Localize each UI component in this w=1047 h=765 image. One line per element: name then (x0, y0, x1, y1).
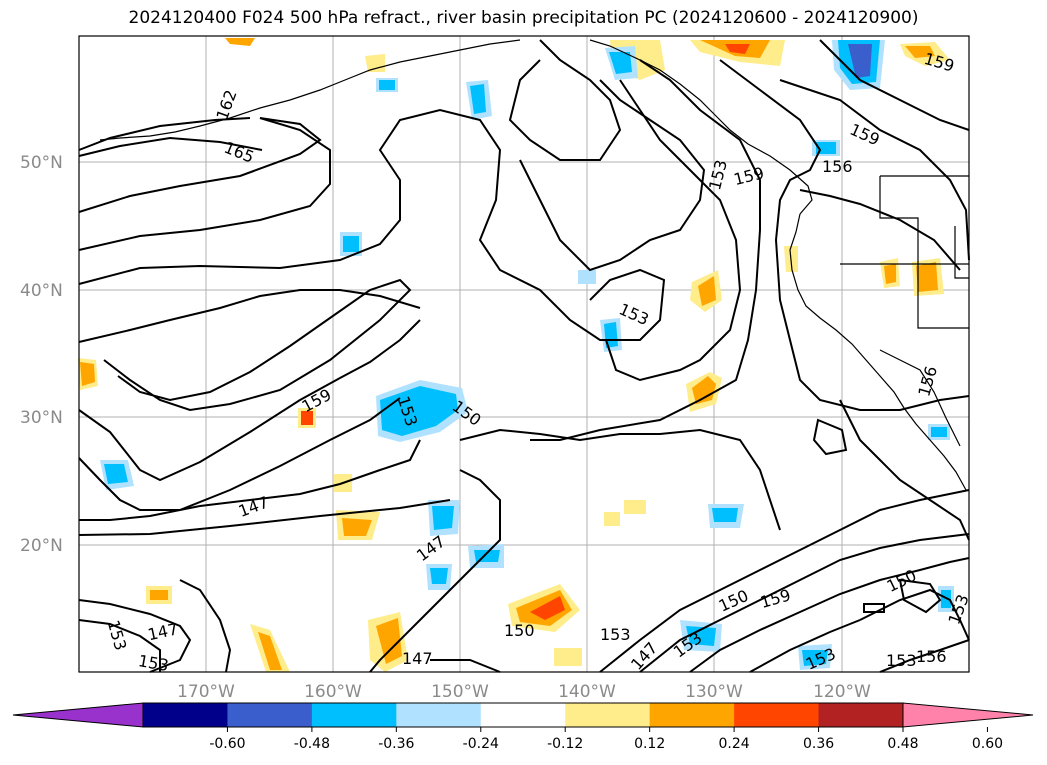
colorbar-tick-label: 0.12 (634, 736, 665, 752)
colorbar-tick-label: 0.48 (887, 736, 918, 752)
colorbar-extend-high (902, 702, 1034, 728)
lon-label: 140°W (558, 682, 616, 702)
map-frame (78, 35, 970, 673)
coastlines (99, 39, 969, 491)
colorbar-tick-label: -0.24 (463, 736, 499, 752)
precip-shading (78, 38, 954, 672)
latitude-labels: 50°N 40°N 30°N 20°N (20, 153, 63, 556)
contour-label: 147 (402, 649, 433, 668)
lon-label: 120°W (813, 682, 871, 702)
colorbar-extend-low (12, 702, 144, 728)
colorbar-tick-label: -0.12 (547, 736, 583, 752)
contour-label: 156 (916, 647, 947, 666)
colorbar: -0.60 -0.48 -0.36 -0.24 -0.12 0.12 0.24 0.36 0.4… (12, 702, 1034, 752)
graticule (79, 36, 969, 672)
colorbar-segment (734, 703, 820, 727)
map-title: 2024120400 F024 500 hPa refract., river … (128, 8, 919, 28)
colorbar-segment (143, 703, 228, 727)
colorbar-segment (818, 703, 904, 727)
lon-label: 160°W (304, 682, 362, 702)
contour-label: 150 (504, 621, 535, 640)
colorbar-tick-label: -0.36 (378, 736, 414, 752)
colorbar-segment (649, 703, 735, 727)
colorbar-border (142, 702, 904, 728)
colorbar-segment (311, 703, 397, 727)
colorbar-segment (396, 703, 482, 727)
lon-label: 150°W (431, 682, 489, 702)
longitude-labels: 170°W 160°W 150°W 140°W 130°W 120°W (177, 682, 871, 702)
map-area (79, 36, 969, 672)
contour-label: 153 (600, 625, 631, 644)
colorbar-segment (480, 703, 566, 727)
lat-label: 30°N (20, 408, 63, 428)
colorbar-tick-label: -0.48 (294, 736, 330, 752)
lon-label: 130°W (685, 682, 743, 702)
lat-label: 50°N (20, 153, 63, 173)
colorbar-segment (565, 703, 651, 727)
contour-label: 156 (822, 157, 853, 176)
lat-label: 40°N (20, 281, 63, 301)
colorbar-tick-label: 0.60 (972, 736, 1003, 752)
colorbar-tick-label: -0.60 (209, 736, 245, 752)
lat-label: 20°N (20, 536, 63, 556)
colorbar-tick-label: 0.24 (719, 736, 750, 752)
colorbar-segment (227, 703, 313, 727)
lon-label: 170°W (177, 682, 235, 702)
contour-label: 153 (886, 651, 917, 670)
colorbar-tick-label: 0.36 (803, 736, 834, 752)
contour-lines (78, 39, 970, 673)
